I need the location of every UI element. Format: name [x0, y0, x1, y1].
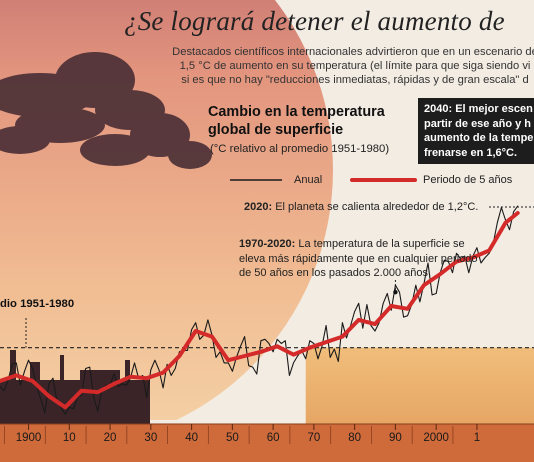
- annotation-2020-text: El planeta se calienta alrededor de 1,2°…: [275, 201, 479, 213]
- x-tick-label: 1: [474, 432, 480, 444]
- tick-layer: 1900 10 20 30 40 50 60 70 80 90 2000 1: [4, 424, 480, 444]
- x-tick-label: 50: [226, 432, 239, 444]
- chart-title-text: Cambio en la temperatura global de super…: [208, 104, 385, 138]
- recent-period-band: [305, 347, 534, 424]
- annotation-1970-lead: 1970-2020:: [239, 238, 296, 250]
- annotation-1970-line: de 50 años en los pasados 2.000 años.: [239, 267, 432, 279]
- annual-series-line: [0, 205, 519, 415]
- x-tick-label: 80: [348, 432, 361, 444]
- annotation-1970-line: eleva más rápidamente que en cualquier p…: [239, 252, 478, 265]
- legend-5yr-label: Periodo de 5 años: [423, 174, 513, 186]
- annotation-2020-lead: 2020:: [244, 201, 273, 213]
- x-tick-label: 60: [267, 432, 280, 444]
- annotation-2020: 2020: El planeta se calienta alrededor d…: [244, 200, 478, 215]
- chart-title: Cambio en la temperatura global de super…: [208, 103, 403, 139]
- annotation-1970-line: La temperatura de la superficie se: [298, 238, 465, 250]
- x-tick-label: 20: [104, 432, 117, 444]
- intro-text: Destacados científicos internacionales a…: [160, 45, 534, 87]
- x-tick-label: 40: [185, 432, 198, 444]
- callout-2040-line: El mejor escen: [455, 103, 533, 115]
- reference-label: dio 1951-1980: [0, 298, 75, 310]
- callout-2040-line: partir de ese año y h: [424, 117, 531, 130]
- callout-2040-line: frenarse en 1,6°C.: [424, 146, 518, 159]
- x-tick-label: 70: [307, 432, 320, 444]
- chart-subtitle: (°C relativo al promedio 1951-1980): [210, 143, 390, 155]
- callout-2040: 2040: El mejor escen partir de ese año y…: [418, 98, 534, 164]
- legend-annual-label: Anual: [294, 174, 323, 186]
- annotation-1970-2020: 1970-2020: La temperatura de la superfic…: [239, 237, 478, 281]
- series-layer: [0, 205, 520, 415]
- callout-2040-lead: 2040:: [424, 103, 453, 115]
- page-title: ¿Se logrará detener el aumento de: [124, 6, 505, 36]
- x-tick-label: 2000: [423, 432, 449, 444]
- x-tick-label: 1900: [16, 432, 42, 444]
- x-tick-label: 90: [389, 432, 402, 444]
- annotation-marker: [393, 289, 398, 295]
- intro-line: Destacados científicos internacionales a…: [172, 46, 534, 58]
- x-tick-label: 30: [144, 432, 157, 444]
- intro-line: si es que no hay "reducciones inmediatas…: [181, 74, 529, 86]
- sunset-photo: [0, 0, 333, 440]
- smoke-cloud: [0, 52, 212, 169]
- callout-2040-line: aumento de la tempe: [424, 132, 534, 144]
- x-tick-label: 10: [63, 432, 76, 444]
- x-axis-band: [0, 424, 534, 462]
- five-year-series-line: [0, 211, 520, 410]
- intro-line: 1,5 °C de aumento en su temperatura (el …: [179, 60, 531, 72]
